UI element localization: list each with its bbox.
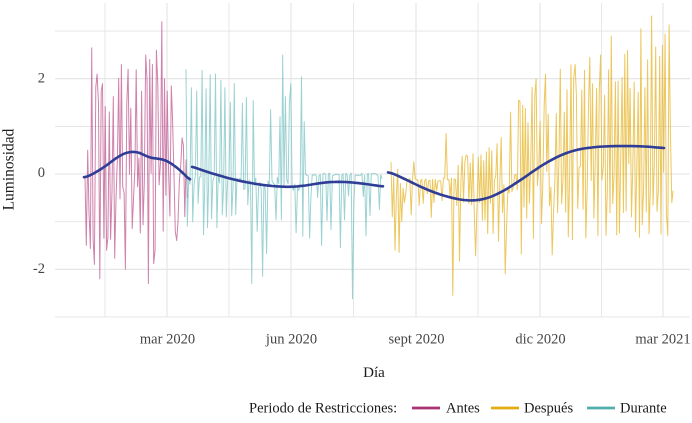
svg-text:0: 0 — [38, 165, 45, 181]
svg-text:mar 2020: mar 2020 — [140, 332, 195, 348]
svg-text:Durante: Durante — [620, 400, 667, 416]
svg-text:dic 2020: dic 2020 — [515, 332, 565, 348]
svg-text:Antes: Antes — [446, 400, 480, 416]
svg-text:Luminosidad: Luminosidad — [1, 128, 18, 210]
svg-text:sept 2020: sept 2020 — [389, 332, 445, 348]
svg-text:jun 2020: jun 2020 — [265, 332, 317, 348]
svg-text:mar 2021: mar 2021 — [635, 332, 690, 348]
svg-text:Periodo de Restricciones:: Periodo de Restricciones: — [249, 400, 397, 416]
svg-text:-2: -2 — [33, 261, 45, 277]
svg-text:Después: Después — [524, 400, 573, 416]
svg-text:2: 2 — [38, 71, 45, 87]
svg-text:Día: Día — [363, 365, 385, 381]
